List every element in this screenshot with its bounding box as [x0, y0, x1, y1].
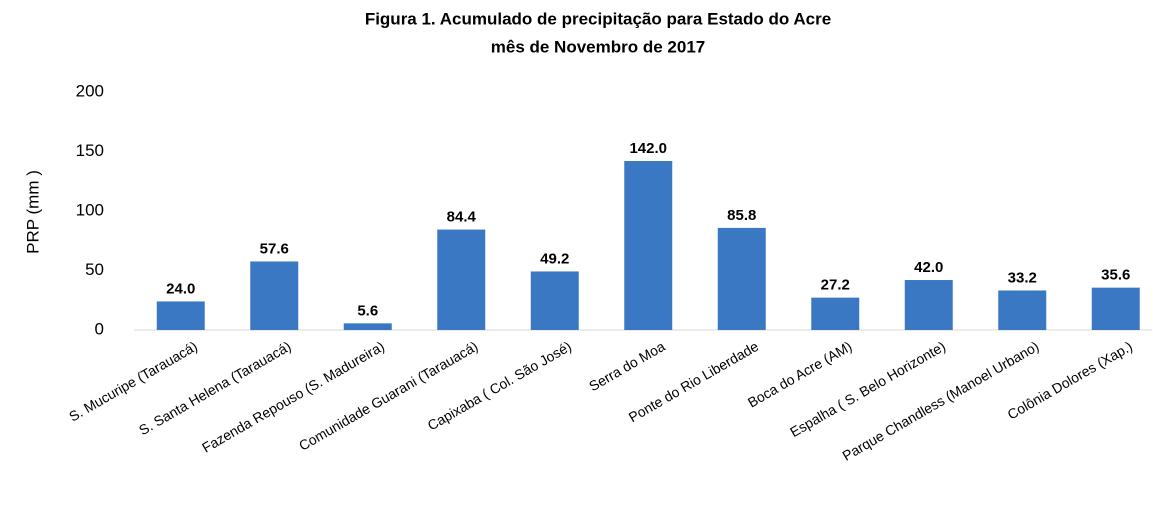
value-label: 33.2 — [1008, 269, 1037, 286]
x-tick-label: Serra do Moa — [586, 338, 668, 394]
bar — [811, 297, 860, 330]
bar — [437, 229, 486, 330]
y-tick-label: 150 — [76, 141, 104, 160]
x-tick-label: S. Santa Helena (Tarauacá) — [136, 338, 294, 438]
bar — [343, 323, 392, 330]
value-label: 49.2 — [540, 250, 569, 267]
bar — [156, 301, 205, 330]
x-tick-label: Parque Chandless (Manoel Urbano) — [840, 338, 1042, 464]
chart-title: Figura 1. Acumulado de precipitação para… — [365, 9, 831, 28]
value-label: 42.0 — [914, 259, 943, 276]
y-tick-label: 100 — [76, 200, 104, 219]
value-label: 27.2 — [821, 277, 850, 294]
y-tick-label: 50 — [85, 260, 104, 279]
value-label: 5.6 — [357, 302, 378, 319]
value-label: 57.6 — [260, 240, 289, 257]
value-label: 84.4 — [447, 209, 477, 226]
x-tick-label: Fazenda Repouso (S. Madureira) — [199, 338, 387, 456]
x-tick-label: Comunidade Guarani (Tarauacá) — [296, 338, 481, 454]
y-tick-label: 0 — [95, 319, 104, 338]
bar — [250, 261, 299, 330]
y-axis-title: PRP (mm ) — [23, 170, 42, 254]
bar — [530, 271, 579, 330]
bar — [624, 161, 673, 330]
x-tick-label: Espalha ( S. Belo Horizonte) — [787, 338, 948, 440]
chart-title: mês de Novembro de 2017 — [491, 37, 705, 56]
value-label: 35.6 — [1101, 267, 1130, 284]
bar — [1091, 287, 1140, 330]
value-label: 142.0 — [629, 140, 667, 157]
bar — [998, 290, 1047, 330]
y-tick-label: 200 — [76, 81, 104, 100]
value-label: 24.0 — [166, 280, 195, 297]
bar — [717, 227, 766, 330]
bar — [904, 280, 953, 330]
value-label: 85.8 — [727, 207, 756, 224]
